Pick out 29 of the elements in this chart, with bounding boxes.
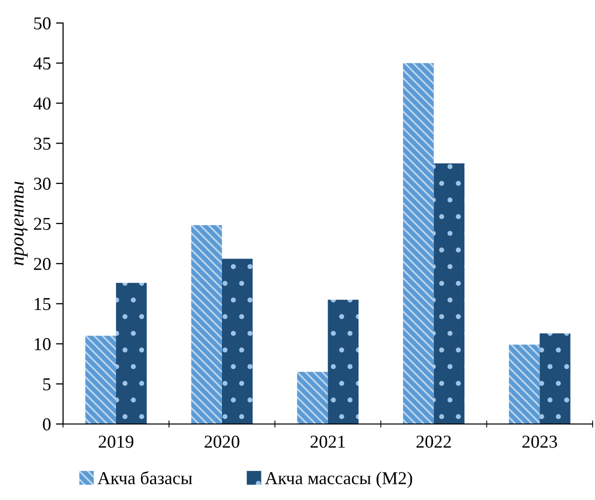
y-axis-title: проценты [14, 182, 28, 266]
y-tick-label: 15 [34, 298, 51, 310]
x-tick-label: 2020 [204, 436, 240, 448]
x-tick-label: 2022 [416, 436, 451, 448]
x-tick-label: 2023 [522, 436, 558, 448]
bar [222, 258, 253, 424]
y-tick-label: 40 [34, 97, 51, 110]
bar [191, 225, 222, 424]
x-tick-label: 2019 [98, 436, 134, 448]
y-tick-label: 30 [34, 178, 51, 190]
y-tick-label: 45 [34, 57, 51, 70]
bar [85, 336, 116, 424]
x-tick-label: 2021 [310, 436, 345, 448]
bar [508, 344, 540, 424]
y-tick-label: 25 [34, 218, 51, 230]
bar [403, 63, 434, 424]
y-tick-label: 50 [34, 17, 51, 30]
y-tick-label: 10 [34, 338, 51, 350]
legend-label: Акча базасы [98, 471, 192, 484]
y-tick-label: 35 [34, 138, 51, 150]
y-tick-label: 20 [34, 258, 51, 270]
y-tick-label: 5 [43, 378, 51, 390]
legend-label: Акча массасы (M2) [264, 472, 412, 488]
bar [297, 372, 328, 424]
y-tick-label: 0 [42, 418, 51, 430]
bar [116, 282, 147, 424]
bar [434, 163, 464, 424]
bar [328, 300, 359, 424]
bar [540, 333, 570, 424]
